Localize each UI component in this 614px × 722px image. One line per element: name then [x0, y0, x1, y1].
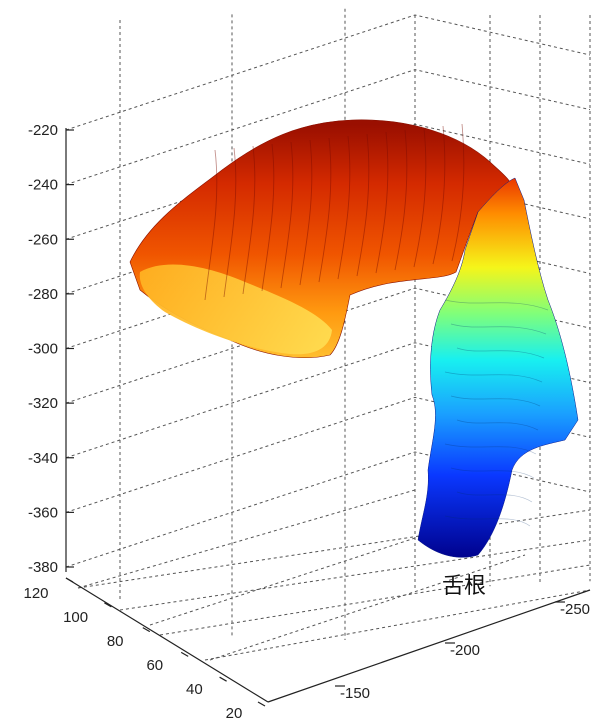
- y-tick-label: 20: [226, 705, 243, 722]
- z-tick-label: -320: [28, 395, 58, 412]
- grid-line: [159, 564, 591, 636]
- surface-ridge: [456, 419, 539, 431]
- y-tick-label: 80: [107, 633, 124, 650]
- surface-ridge: [280, 141, 294, 289]
- surface-column: [417, 177, 579, 558]
- y-tick-mark: [180, 651, 189, 657]
- z-tick-label: -340: [28, 450, 58, 467]
- surface-ridge: [413, 127, 427, 268]
- axes: [65, 128, 591, 703]
- x-axis-ticks: -250 -200 -150: [335, 601, 590, 702]
- y-axis-line: [65, 577, 269, 703]
- z-axis-ticks: -220 -240 -260 -280 -300 -320 -340 -360 -380: [28, 122, 74, 576]
- surface-ridge: [432, 125, 446, 265]
- surface-ridge: [261, 143, 275, 292]
- annotations: 舌根: [442, 574, 486, 599]
- grid-line: [204, 589, 591, 661]
- y-tick-label: 120: [23, 585, 48, 602]
- y-tick-label: 40: [186, 681, 203, 698]
- surface-ridge: [356, 133, 370, 277]
- grid-line: [65, 69, 591, 186]
- surface-ridge: [456, 491, 533, 503]
- surface-ridge: [394, 129, 408, 271]
- x-tick-label: -200: [450, 642, 480, 659]
- surface-ridge: [318, 137, 332, 283]
- annotation-label: 舌根: [442, 574, 486, 599]
- grid-line: [65, 14, 591, 131]
- grid-line: [149, 519, 471, 626]
- surface-ridge: [450, 323, 547, 335]
- surface-ridge: [337, 135, 351, 280]
- y-tick-label: 60: [146, 657, 163, 674]
- surface-ridge: [450, 467, 535, 479]
- surface-ridge: [450, 395, 541, 407]
- surface-ridge: [204, 149, 218, 301]
- surface-ridge: [451, 123, 465, 262]
- x-axis-line: [267, 589, 591, 703]
- grid-line: [65, 451, 591, 568]
- surface-ridge: [299, 139, 313, 286]
- z-tick-label: -300: [28, 341, 58, 358]
- grid-line: [77, 509, 591, 589]
- x-tick-label: -150: [340, 685, 370, 702]
- surface-layer: [129, 119, 579, 558]
- surface-dome-rim: [139, 264, 332, 355]
- x-tick-label: -250: [560, 601, 590, 618]
- z-tick-label: -240: [28, 177, 58, 194]
- surface-ridge: [444, 443, 537, 455]
- surface-ridge: [456, 347, 545, 359]
- z-tick-label: -380: [28, 559, 58, 576]
- grid-line: [119, 539, 591, 611]
- surface-ridge: [444, 515, 531, 527]
- y-tick-mark: [142, 627, 151, 633]
- z-tick-label: -360: [28, 504, 58, 521]
- surface-ridge: [444, 371, 543, 383]
- y-tick-mark: [219, 676, 227, 682]
- y-tick-mark: [257, 701, 266, 707]
- y-tick-mark: [104, 602, 112, 608]
- grid-line: [77, 489, 416, 589]
- surface-ridge: [375, 131, 389, 274]
- y-tick-mark: [65, 577, 74, 583]
- grid-line: [209, 554, 526, 661]
- z-tick-label: -220: [28, 122, 58, 139]
- z-tick-label: -280: [28, 286, 58, 303]
- surface-ridge: [444, 299, 549, 311]
- y-axis-ticks: 120 100 80 60 40 20: [23, 577, 266, 722]
- surface-ridge: [242, 145, 256, 295]
- y-tick-label: 100: [63, 609, 88, 626]
- surface-ridge: [223, 147, 237, 298]
- z-tick-label: -260: [28, 231, 58, 248]
